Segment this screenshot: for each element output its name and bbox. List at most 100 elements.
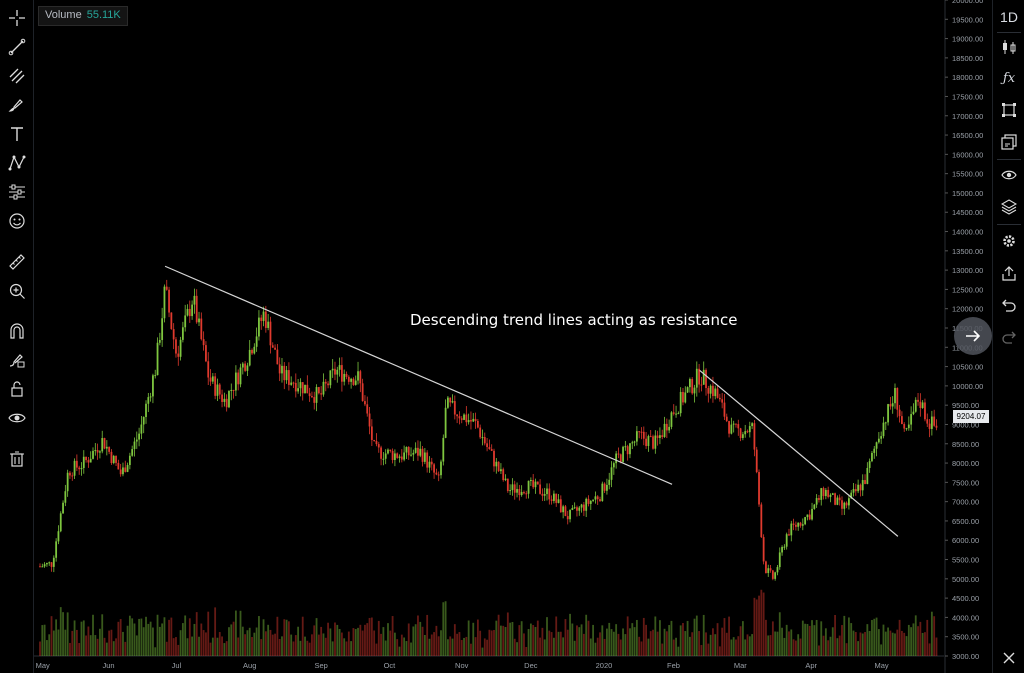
y-tick-label: 10500.00 [952,363,983,372]
chart-annotation[interactable]: Descending trend lines acting as resista… [410,311,738,329]
hide-icon[interactable] [998,164,1020,186]
volume-bar [804,623,807,656]
y-tick-label: 8500.00 [952,440,979,449]
volume-bar [39,641,41,656]
candle-body [483,437,486,444]
candle-body [861,480,864,491]
volume-bar [382,627,385,656]
candle-body [110,451,113,464]
candle-body [99,451,101,453]
volume-bar [112,641,115,656]
chart-area[interactable]: 20000.00 19500.00 19000.00 18500.00 18000.00… [34,0,992,673]
y-tick-label: 4000.00 [952,613,979,622]
volume-bar [71,630,74,656]
volume-bar [702,614,705,656]
volume-bar [714,634,717,656]
candle-body [576,507,578,511]
volume-bar [400,634,403,656]
candle-body [391,450,394,461]
volume-bar [375,643,378,656]
candle-body [396,453,399,458]
volume-bar [813,625,816,656]
candle-body [633,441,636,443]
x-tick-label: Oct [384,661,397,670]
undo-icon[interactable] [998,295,1020,317]
volume-bar [836,638,839,656]
x-tick-label: Dec [524,661,538,670]
candle-body [433,464,435,473]
volume-bar [370,617,373,656]
candles-icon[interactable] [998,36,1020,58]
candle-body [822,488,825,497]
candle-body [262,311,265,322]
volume-bar [511,622,514,656]
candle-body [138,433,140,440]
text-icon[interactable] [6,123,28,145]
candle-body [209,377,212,382]
pattern-icon[interactable] [6,152,28,174]
lock-drawing-icon[interactable] [6,349,28,371]
candle-body [186,308,189,316]
volume-bar [55,619,58,656]
magnet-icon[interactable] [6,320,28,342]
candle-body [569,509,571,520]
volume-indicator-badge[interactable]: Volume 55.11K [38,6,128,26]
share-icon[interactable] [998,262,1020,284]
prediction-icon[interactable] [6,181,28,203]
volume-bar [783,637,786,656]
price-chart[interactable]: 20000.00 19500.00 19000.00 18500.00 18000.00… [34,0,992,673]
volume-bar [218,632,221,656]
candle-body [497,461,500,472]
x-tick-label: Mar [734,661,747,670]
volume-bar [281,636,283,656]
volume-bar [914,615,917,656]
volume-bar [732,637,735,656]
candle-body [550,499,553,501]
trendline-icon[interactable] [6,36,28,58]
candle-body [292,382,295,384]
y-tick-label: 5500.00 [952,556,979,565]
watchlist-icon[interactable] [998,131,1020,153]
candle-body [147,397,150,404]
settings-icon[interactable] [998,230,1020,252]
volume-bar [85,635,87,656]
candle-body [841,500,843,509]
volume-bar [873,618,876,656]
scroll-to-realtime-button[interactable] [954,317,992,355]
candle-body [108,446,111,452]
ruler-icon[interactable] [6,251,28,273]
volume-bar [684,631,687,656]
candle-body [582,504,585,511]
volume-bar [152,627,154,656]
redo-icon[interactable] [998,327,1020,349]
current-price-label: 9204.07 [953,410,989,423]
eye-icon[interactable] [6,407,28,429]
trash-icon[interactable] [6,448,28,470]
volume-bar [659,620,661,656]
layers-icon[interactable] [998,196,1020,218]
candle-body [423,452,426,462]
unlock-icon[interactable] [6,378,28,400]
crosshair-icon[interactable] [6,7,28,29]
brush-icon[interactable] [6,94,28,116]
object-tree-icon[interactable] [998,99,1020,121]
volume-bar [105,642,108,656]
volume-bar [407,623,410,656]
pitchfork-icon[interactable] [6,65,28,87]
interval-button[interactable]: 1D [1000,9,1018,25]
volume-bar [841,625,843,656]
volume-bar [624,634,627,656]
zoom-in-icon[interactable] [6,280,28,302]
candle-body [718,397,721,400]
candle-body [467,420,470,423]
volume-bar [313,625,316,656]
candle-body [622,446,624,462]
fx-icon[interactable]: ƒx [1002,70,1016,86]
close-icon[interactable] [998,647,1020,669]
emoji-icon[interactable] [6,210,28,232]
candle-body [935,425,938,428]
volume-bar [340,632,343,656]
volume-bar [818,645,820,656]
candle-body [506,478,509,491]
candle-body [165,286,168,290]
